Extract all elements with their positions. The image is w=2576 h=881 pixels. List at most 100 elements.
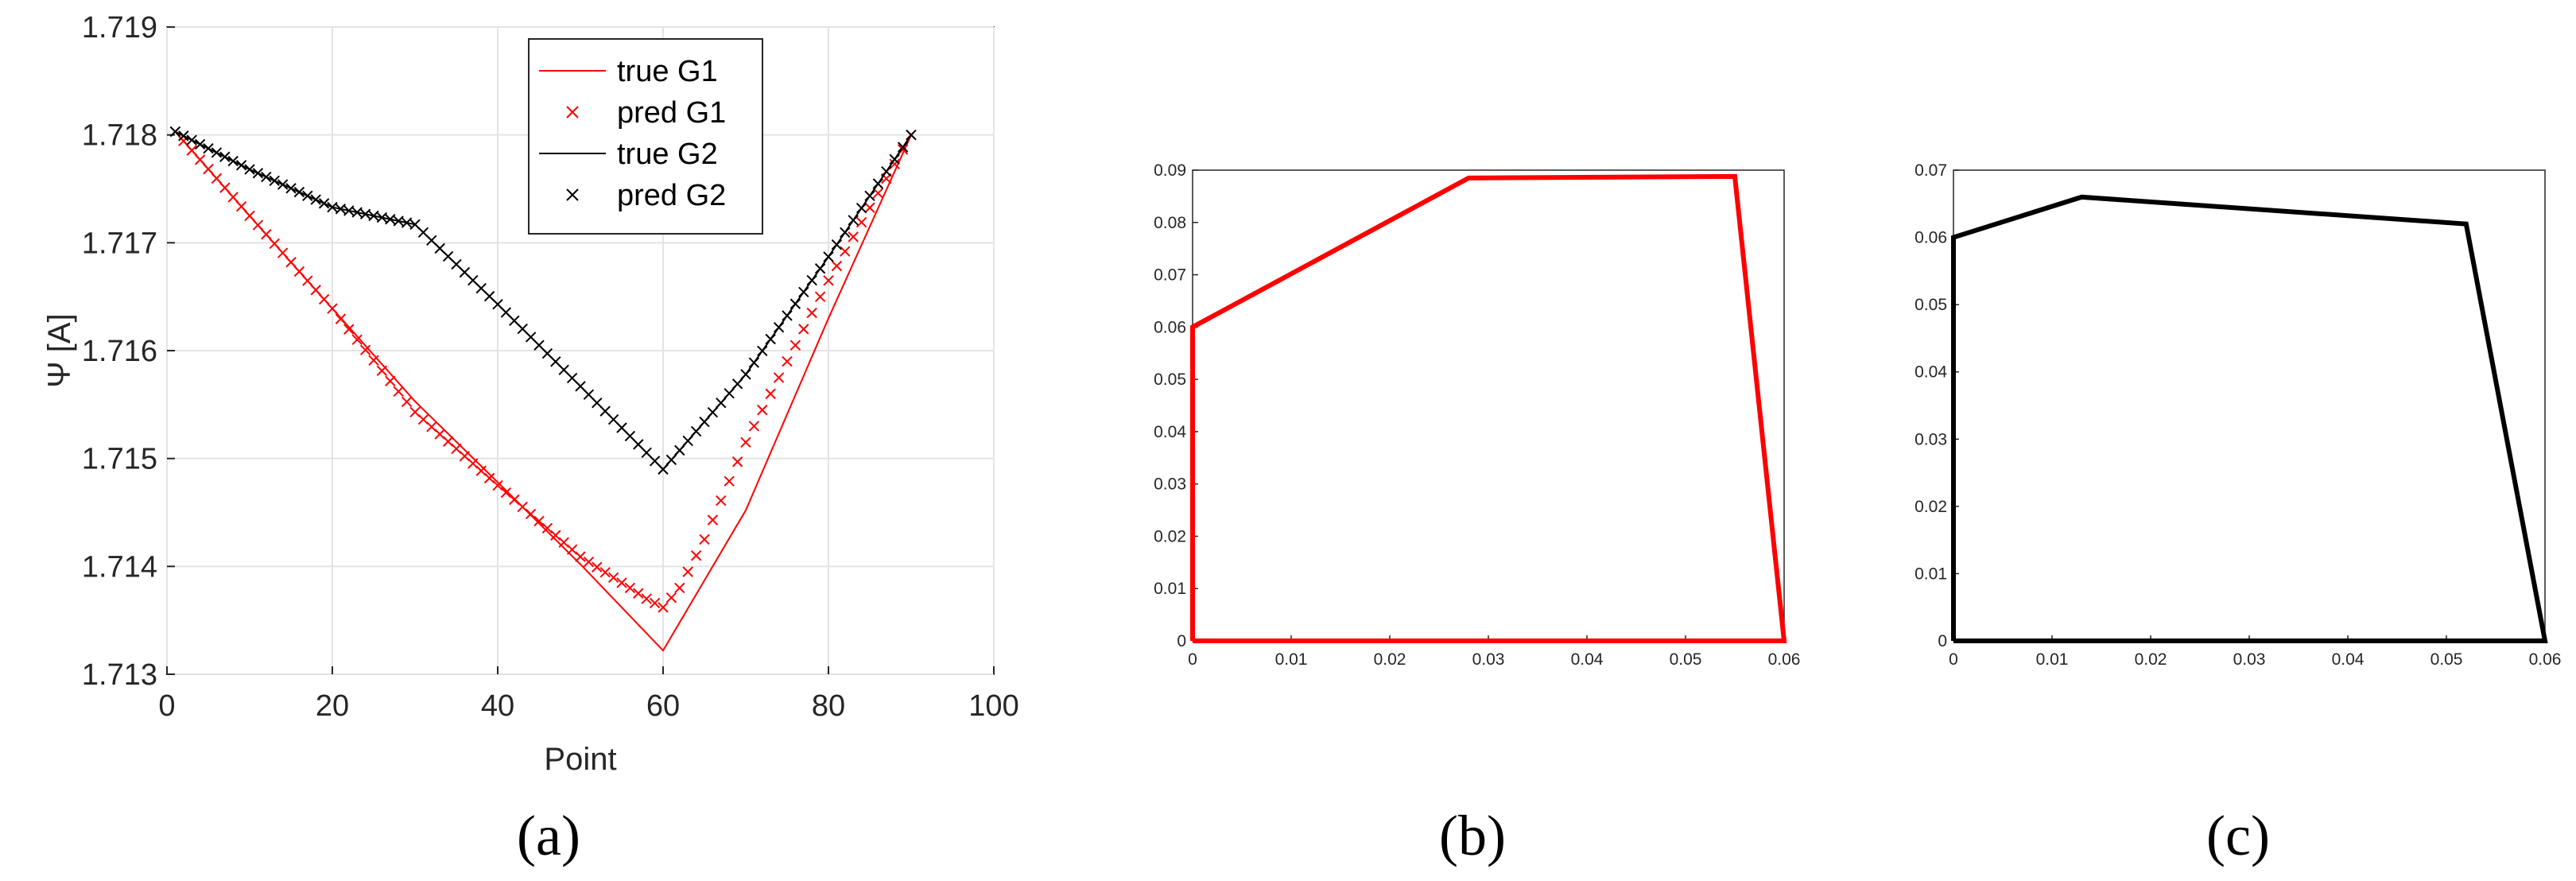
x-axis-label-a: Point <box>544 742 616 777</box>
data-point-pred-g1 <box>674 582 685 594</box>
data-point-pred-g1 <box>616 577 627 588</box>
data-point-pred-g2 <box>806 274 817 286</box>
marker-stroke <box>716 397 727 409</box>
marker-stroke <box>731 456 743 468</box>
data-point-pred-g2 <box>855 202 867 214</box>
marker-stroke <box>492 298 503 310</box>
x-tick-label: 0.01 <box>1275 650 1308 669</box>
marker-stroke <box>641 447 652 459</box>
data-point-pred-g1 <box>533 515 545 527</box>
marker-stroke <box>252 219 264 231</box>
data-point-pred-g1 <box>624 582 636 594</box>
marker-stroke <box>872 178 884 189</box>
data-point-pred-g1 <box>814 291 826 302</box>
marker-stroke <box>724 388 735 399</box>
marker-stroke <box>658 464 669 475</box>
data-point-pred-g2 <box>748 357 760 368</box>
data-point-pred-g1 <box>376 365 388 376</box>
data-point-pred-g2 <box>310 194 321 205</box>
marker-stroke <box>219 151 231 162</box>
marker-stroke <box>252 168 264 179</box>
data-point-pred-g2 <box>277 179 289 190</box>
data-point-pred-g1 <box>368 355 379 366</box>
data-point-pred-g1 <box>235 200 247 212</box>
data-point-pred-g1 <box>343 324 355 335</box>
marker-stroke <box>417 227 429 239</box>
marker-stroke <box>235 200 247 212</box>
data-point-pred-g2 <box>740 369 751 380</box>
data-point-pred-g2 <box>401 217 413 228</box>
marker-stroke <box>327 303 338 314</box>
data-point-pred-g1 <box>211 173 223 184</box>
legend-swatch-pred-g2 <box>566 188 579 201</box>
marker-stroke <box>310 285 321 296</box>
data-point-pred-g2 <box>252 168 264 179</box>
data-point-pred-g2 <box>368 210 379 222</box>
y-tick-label: 1.715 <box>82 443 157 476</box>
data-point-pred-g1 <box>649 597 661 609</box>
marker-stroke <box>840 246 851 257</box>
marker-stroke <box>269 238 280 250</box>
data-point-pred-g2 <box>343 205 355 216</box>
data-point-pred-g1 <box>823 275 834 286</box>
series-markers-pred-g1 <box>169 126 917 613</box>
marker-stroke <box>665 454 677 466</box>
data-point-pred-g2 <box>492 298 503 310</box>
panel-b: 0 0.01 0.02 0.03 0.04 0.05 0.06 00.010.020.030… <box>1154 161 1800 867</box>
data-point-pred-g2 <box>517 323 528 335</box>
legend: true G1 pred G1 true G2 pred G2 <box>528 38 763 235</box>
data-point-pred-g1 <box>310 285 321 296</box>
marker-stroke <box>699 416 710 428</box>
marker-stroke <box>806 307 817 319</box>
data-point-pred-g1 <box>699 534 710 545</box>
marker-stroke <box>690 425 702 437</box>
marker-stroke <box>186 134 197 146</box>
marker-stroke <box>789 340 801 351</box>
data-point-pred-g2 <box>385 214 396 225</box>
data-point-pred-g1 <box>855 216 867 228</box>
data-point-pred-g1 <box>285 257 297 268</box>
y-tick-label: 1.716 <box>82 335 157 368</box>
marker-stroke <box>261 171 272 183</box>
marker-stroke <box>533 340 545 351</box>
marker-stroke <box>343 205 355 216</box>
marker-stroke <box>840 227 851 239</box>
polygon-outline <box>1951 194 2548 643</box>
marker-stroke <box>269 175 280 187</box>
marker-stroke <box>814 263 826 274</box>
data-point-pred-g2 <box>690 425 702 437</box>
series-c <box>1951 194 2548 643</box>
y-tick-label: 0.02 <box>1915 498 1947 516</box>
data-point-pred-g2 <box>318 198 330 209</box>
marker-stroke <box>765 333 776 345</box>
data-point-pred-g2 <box>525 332 537 343</box>
plot-area-b <box>1192 169 1785 642</box>
marker-stroke <box>409 219 421 230</box>
data-point-pred-g2 <box>459 266 471 278</box>
data-point-pred-g2 <box>649 456 661 467</box>
marker-stroke <box>566 372 578 384</box>
y-tick-label: 1.714 <box>82 550 157 584</box>
marker-stroke <box>475 465 487 476</box>
legend-entry: pred G1 <box>617 96 726 130</box>
marker-stroke <box>848 215 859 226</box>
marker-stroke <box>823 275 834 286</box>
y-tick-label: 1.717 <box>82 227 157 260</box>
data-point-pred-g2 <box>773 321 785 333</box>
marker-stroke <box>467 274 479 286</box>
marker-stroke <box>699 534 710 545</box>
y-tick-label: 1.719 <box>82 11 157 45</box>
marker-stroke <box>492 479 503 491</box>
data-point-pred-g1 <box>731 456 743 468</box>
data-point-pred-g2 <box>814 263 826 274</box>
data-point-pred-g2 <box>376 212 388 223</box>
marker-stroke <box>409 406 421 418</box>
marker-stroke <box>293 186 305 198</box>
y-tick-label: 0.07 <box>1154 266 1186 285</box>
marker-stroke <box>592 561 603 572</box>
marker-stroke <box>451 443 462 455</box>
marker-stroke <box>533 515 545 527</box>
y-tick-label: 0 <box>1177 632 1186 650</box>
data-point-pred-g1 <box>575 551 586 562</box>
marker-stroke <box>690 550 702 561</box>
